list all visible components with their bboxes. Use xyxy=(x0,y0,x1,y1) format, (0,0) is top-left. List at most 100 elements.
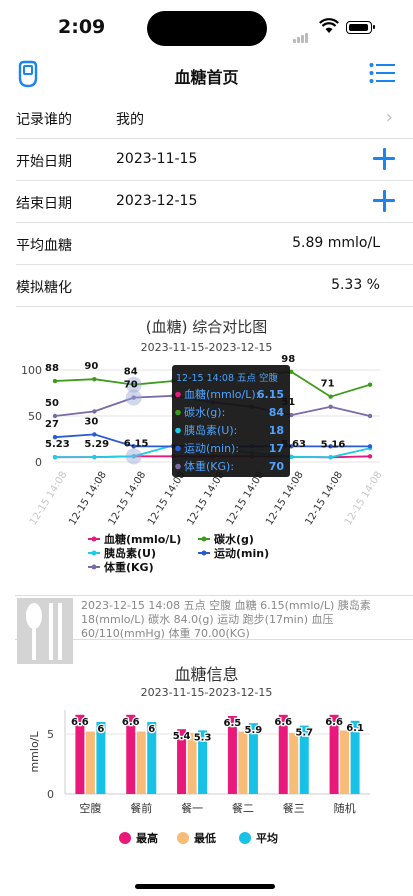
bar-chart[interactable]: 0 5 mmlo/L 空腹 餐前 餐一 餐二 餐三 随机 6.6 6 6.6 6 5.4 5.3 6.55.9… xyxy=(0,700,413,860)
tooltip-value: 18 xyxy=(269,424,284,437)
record-owner-label: 记录谁的 xyxy=(16,112,72,128)
tooltip-value: 70 xyxy=(269,460,285,473)
start-date-label: 开始日期 xyxy=(16,154,72,170)
point-label: 70 xyxy=(124,380,138,391)
x-tick-label: 12-15 14:08 xyxy=(28,470,70,528)
tooltip-label: 血糖(mmlo/L): xyxy=(184,387,259,401)
row-end-date: 结束日期 2023-12-15 xyxy=(16,181,413,223)
legend-label: 平均 xyxy=(256,831,278,845)
bar xyxy=(147,722,157,794)
point-label: 71 xyxy=(321,379,335,390)
tooltip-dot xyxy=(175,391,181,398)
tooltip-dot xyxy=(175,445,181,452)
average-glucose-value: 5.89 mmlo/L xyxy=(292,235,380,251)
end-date-label: 结束日期 xyxy=(16,196,72,212)
data-point xyxy=(92,409,97,414)
data-point xyxy=(131,454,136,459)
bar xyxy=(289,732,299,794)
legend-dot xyxy=(91,550,97,556)
point-label: 5.23 xyxy=(45,439,70,450)
data-point xyxy=(328,455,333,460)
bar xyxy=(238,731,248,794)
x-tick-label: 12-15 14:08 xyxy=(107,470,149,528)
y-tick-label: 50 xyxy=(28,410,42,423)
legend-dot xyxy=(201,536,207,542)
bar xyxy=(187,732,197,794)
wifi-icon xyxy=(319,18,339,33)
chevron-right-icon: › xyxy=(385,107,393,128)
x-tick-label: 12-15 14:08 xyxy=(185,470,227,528)
add-end-date-icon[interactable] xyxy=(373,185,395,217)
point-label: 5.29 xyxy=(84,439,109,450)
point-label: 98 xyxy=(281,355,295,365)
legend-label: 血糖(mmlo/L) xyxy=(104,532,181,546)
add-start-date-icon[interactable] xyxy=(373,143,395,175)
point-label: 5.63 xyxy=(281,439,306,450)
data-point xyxy=(289,454,294,460)
data-point xyxy=(92,454,97,460)
row-start-date: 开始日期 2023-11-15 xyxy=(16,139,413,181)
point-label: 50 xyxy=(45,398,59,409)
signal-icon xyxy=(293,24,309,43)
bar xyxy=(350,720,360,794)
status-bar: 2:09 xyxy=(0,0,413,50)
tooltip-header: 12-15 14:08 五点 空腹 xyxy=(176,372,279,384)
glucose-meter-icon[interactable] xyxy=(16,60,40,88)
data-point xyxy=(289,412,294,418)
camera-notch xyxy=(147,11,267,46)
page-title: 血糖首页 xyxy=(174,68,239,87)
bar-label: 6.6 xyxy=(274,717,292,728)
end-date-value[interactable]: 2023-12-15 xyxy=(116,193,198,209)
x-tick-label: 12-15 14:08 xyxy=(343,470,385,528)
tooltip-dot xyxy=(175,463,181,470)
data-point xyxy=(92,377,97,382)
status-time: 2:09 xyxy=(58,16,106,38)
row-average-glucose: 平均血糖 5.89 mmlo/L xyxy=(16,223,413,265)
tooltip-value: 17 xyxy=(269,442,284,455)
legend-dot xyxy=(119,832,131,844)
x-tick-label: 12-15 14:08 xyxy=(303,470,345,528)
legend-dot xyxy=(177,832,189,844)
list-icon[interactable] xyxy=(369,62,395,84)
nav-bar: 血糖首页 xyxy=(0,52,413,96)
point-label: 27 xyxy=(45,419,59,430)
legend-label: 碳水(g) xyxy=(214,532,254,546)
row-simulated-hba1c: 模拟糖化 5.33 % xyxy=(16,265,413,307)
x-tick-label: 餐三 xyxy=(283,801,305,815)
bar-label: 6 xyxy=(97,724,104,735)
data-point xyxy=(131,444,136,449)
x-tick-label: 餐前 xyxy=(130,801,152,815)
bar-label: 6.1 xyxy=(346,723,364,734)
legend-dot xyxy=(239,832,251,844)
data-point xyxy=(52,434,58,440)
bar xyxy=(126,714,136,794)
point-label: 88 xyxy=(45,363,59,374)
x-tick-label: 12-15 14:08 xyxy=(67,470,109,528)
tooltip-background xyxy=(172,365,290,477)
y-tick-label: 0 xyxy=(35,456,42,469)
line-chart[interactable]: 050100889084987150705127305.235.296.155.… xyxy=(0,355,413,585)
data-point xyxy=(131,382,136,387)
legend-dot xyxy=(91,564,97,570)
bar xyxy=(85,731,95,794)
bar xyxy=(198,730,208,794)
start-date-value[interactable]: 2023-11-15 xyxy=(116,151,198,167)
row-record-owner[interactable]: 记录谁的 我的 › xyxy=(16,97,413,139)
data-point xyxy=(52,454,58,460)
x-tick-label: 12-15 14:08 xyxy=(146,470,188,528)
record-owner-value: 我的 xyxy=(116,112,144,128)
simulated-hba1c-value: 5.33 % xyxy=(331,277,380,293)
point-label: 6.15 xyxy=(124,438,149,449)
y-axis-label: mmlo/L xyxy=(28,731,41,773)
bar xyxy=(227,716,237,794)
bar-label: 5.9 xyxy=(245,725,263,736)
bar-label: 6.6 xyxy=(71,717,89,728)
bar-label: 5.7 xyxy=(295,728,313,739)
tooltip-dot xyxy=(175,427,181,434)
point-label: 30 xyxy=(84,416,98,427)
x-tick-label: 餐一 xyxy=(181,801,203,815)
latest-record-card[interactable]: 2023-12-15 14:08 五点 空腹 血糖 6.15(mmlo/L) 胰… xyxy=(15,595,413,664)
legend-label: 最高 xyxy=(136,831,158,845)
bar xyxy=(248,723,258,794)
bar xyxy=(329,714,339,794)
